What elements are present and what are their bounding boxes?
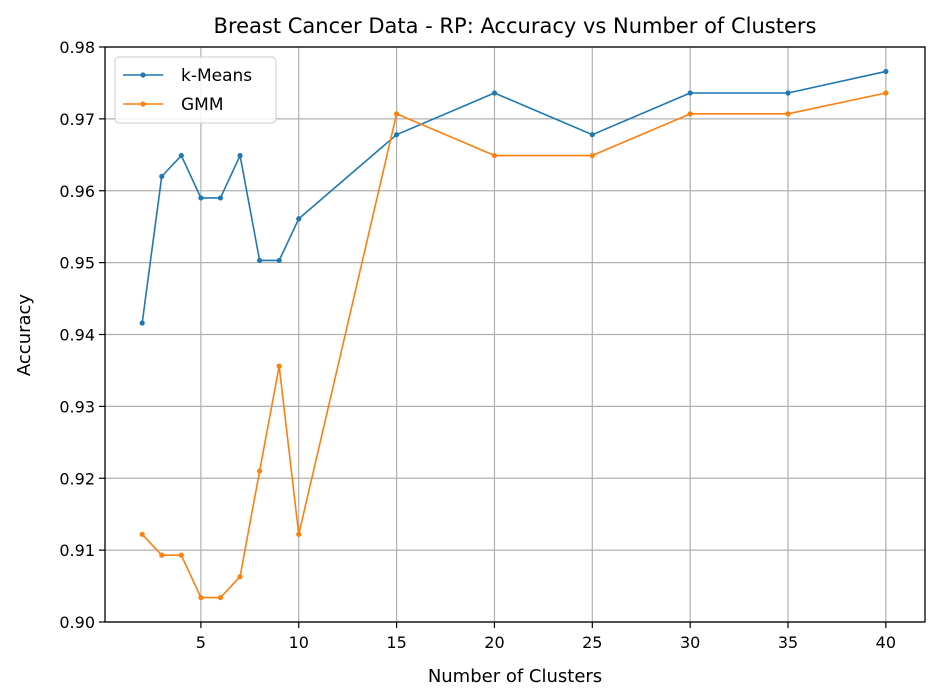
x-tick-label: 25 — [582, 633, 602, 652]
data-point-gmm — [276, 363, 282, 369]
x-tick-label: 40 — [876, 633, 896, 652]
legend-label: GMM — [181, 95, 224, 115]
data-point-gmm — [237, 574, 243, 580]
legend-swatch-marker — [140, 101, 146, 107]
y-tick-label: 0.96 — [59, 182, 95, 201]
x-tick-label: 30 — [680, 633, 700, 652]
x-tick-label: 5 — [196, 633, 206, 652]
data-point-gmm — [491, 152, 498, 159]
data-point-k-means — [883, 68, 889, 75]
data-point-k-means — [393, 132, 400, 138]
data-point-gmm — [687, 111, 693, 117]
y-tick-label: 0.91 — [59, 541, 95, 560]
data-point-gmm — [178, 552, 184, 558]
data-point-k-means — [257, 257, 263, 264]
legend-box — [114, 56, 277, 124]
series-line-gmm — [141, 92, 887, 599]
y-tick-label: 0.95 — [59, 254, 95, 273]
y-axis-label: Accuracy — [14, 294, 35, 377]
data-point-k-means — [276, 257, 282, 264]
data-point-k-means — [178, 152, 184, 159]
data-point-gmm — [393, 111, 400, 117]
data-point-gmm — [257, 468, 263, 474]
y-tick-label: 0.98 — [59, 38, 95, 57]
series-layer — [139, 68, 889, 601]
data-point-k-means — [687, 90, 693, 96]
legend: k-Means GMM — [114, 56, 277, 124]
data-point-k-means — [237, 152, 243, 159]
data-point-k-means — [198, 195, 204, 201]
y-tick-label: 0.97 — [59, 110, 95, 129]
data-point-gmm — [589, 152, 595, 159]
y-tick-label: 0.90 — [59, 613, 95, 632]
x-tick-label: 15 — [386, 633, 406, 652]
legend-label: k-Means — [181, 66, 252, 86]
axis-ticks: 5 10 15 20 25 30 35 40 0.90 0.91 0.92 0.93 0.94 0.95 0… — [59, 38, 896, 652]
y-tick-label: 0.94 — [59, 326, 95, 345]
data-point-gmm — [139, 531, 145, 537]
x-tick-label: 35 — [778, 633, 798, 652]
legend-swatch-marker — [140, 72, 146, 78]
data-point-gmm — [217, 594, 224, 601]
data-point-k-means — [139, 320, 145, 326]
data-point-k-means — [296, 216, 302, 222]
data-point-gmm — [296, 531, 302, 537]
x-tick-label: 10 — [289, 633, 309, 652]
y-tick-label: 0.92 — [59, 469, 95, 488]
grid-lines — [105, 46, 925, 623]
data-point-k-means — [785, 90, 791, 96]
series-gmm — [139, 90, 889, 601]
data-point-k-means — [491, 90, 498, 96]
chart-title: Breast Cancer Data - RP: Accuracy vs Num… — [214, 14, 817, 38]
x-axis-label: Number of Clusters — [428, 666, 602, 687]
legend-item-k-means: k-Means — [123, 66, 252, 86]
x-tick-label: 20 — [484, 633, 504, 652]
data-point-k-means — [159, 173, 165, 179]
data-point-gmm — [883, 90, 889, 96]
data-point-k-means — [589, 132, 595, 138]
series-k-means — [139, 68, 889, 326]
data-point-gmm — [198, 594, 204, 601]
legend-item-gmm: GMM — [123, 95, 224, 115]
y-tick-label: 0.93 — [59, 397, 95, 416]
data-point-gmm — [159, 552, 165, 558]
data-point-k-means — [217, 195, 224, 201]
data-point-gmm — [785, 111, 791, 117]
